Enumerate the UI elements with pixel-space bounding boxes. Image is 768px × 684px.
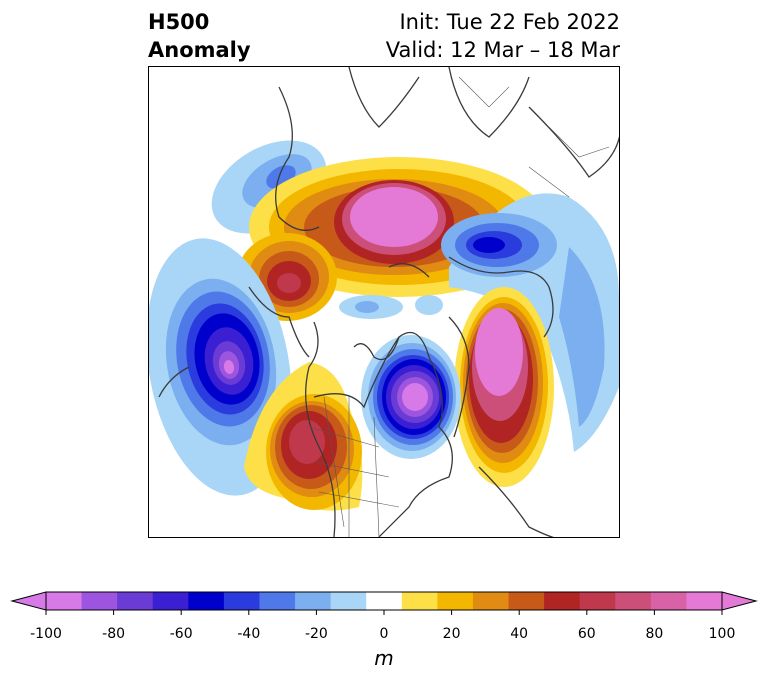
colorbar-segment: [686, 592, 723, 610]
colorbar: [10, 591, 758, 615]
colorbar-segment: [188, 592, 225, 610]
colorbar-ticks: [45, 610, 723, 615]
colorbar-segment: [472, 592, 510, 610]
colorbar-tick-label: -60: [169, 626, 193, 642]
colorbar-min-outline: [10, 591, 47, 611]
colorbar-segment: [295, 592, 332, 610]
warm-anomaly-siberia: [237, 233, 337, 321]
colorbar-segment: [259, 592, 296, 610]
valid-range: Valid: 12 Mar – 18 Mar: [385, 38, 620, 62]
colorbar-tick-label: 80: [645, 626, 664, 642]
colorbar-tick-label: 100: [708, 626, 736, 642]
title-anomaly: Anomaly: [148, 38, 251, 62]
anomaly-map-svg: [149, 67, 619, 537]
map-dates: Init: Tue 22 Feb 2022 Valid: 12 Mar – 18…: [386, 8, 620, 64]
colorbar-max-arrow: [722, 592, 756, 610]
colorbar-segment: [508, 592, 545, 610]
colorbar-tick-label: -100: [30, 626, 62, 642]
anomaly-map: [148, 66, 620, 538]
colorbar-segment: [223, 592, 260, 610]
warm-anomaly-atlantic: [454, 287, 554, 487]
warm-anomaly-west-na: [244, 362, 363, 511]
colorbar-units: m: [374, 646, 394, 670]
title-variable: H500: [148, 10, 210, 34]
colorbar-segment: [579, 592, 616, 610]
colorbar-tick-label: -40: [237, 626, 261, 642]
colorbar-segments: [46, 592, 723, 610]
colorbar-tick-label: 60: [577, 626, 596, 642]
map-title: H500 Anomaly: [148, 8, 251, 64]
cold-anomaly-arctic-center: [339, 295, 443, 319]
colorbar-tick-label: 40: [510, 626, 529, 642]
colorbar-tick-label: -20: [304, 626, 328, 642]
colorbar-max-outline: [721, 591, 758, 611]
colorbar-segment: [437, 592, 474, 610]
colorbar-segment: [330, 592, 367, 610]
colorbar-segment: [366, 592, 403, 610]
init-date: Init: Tue 22 Feb 2022: [399, 10, 620, 34]
colorbar-min-arrow: [12, 592, 46, 610]
coastlines: [158, 67, 619, 537]
political-borders: [308, 76, 610, 537]
colorbar-tick-label: 20: [442, 626, 461, 642]
colorbar-segment: [401, 592, 438, 610]
colorbar-segment: [615, 592, 652, 610]
colorbar-segment: [117, 592, 154, 610]
colorbar-tick-label: -80: [102, 626, 126, 642]
cold-anomaly-east-na: [361, 335, 461, 459]
colorbar-segment: [544, 592, 581, 610]
colorbar-segment: [46, 592, 83, 610]
colorbar-segment: [152, 592, 189, 610]
colorbar-segment: [650, 592, 687, 610]
colorbar-tick-label: 0: [379, 626, 389, 642]
colorbar-segment: [81, 592, 118, 610]
